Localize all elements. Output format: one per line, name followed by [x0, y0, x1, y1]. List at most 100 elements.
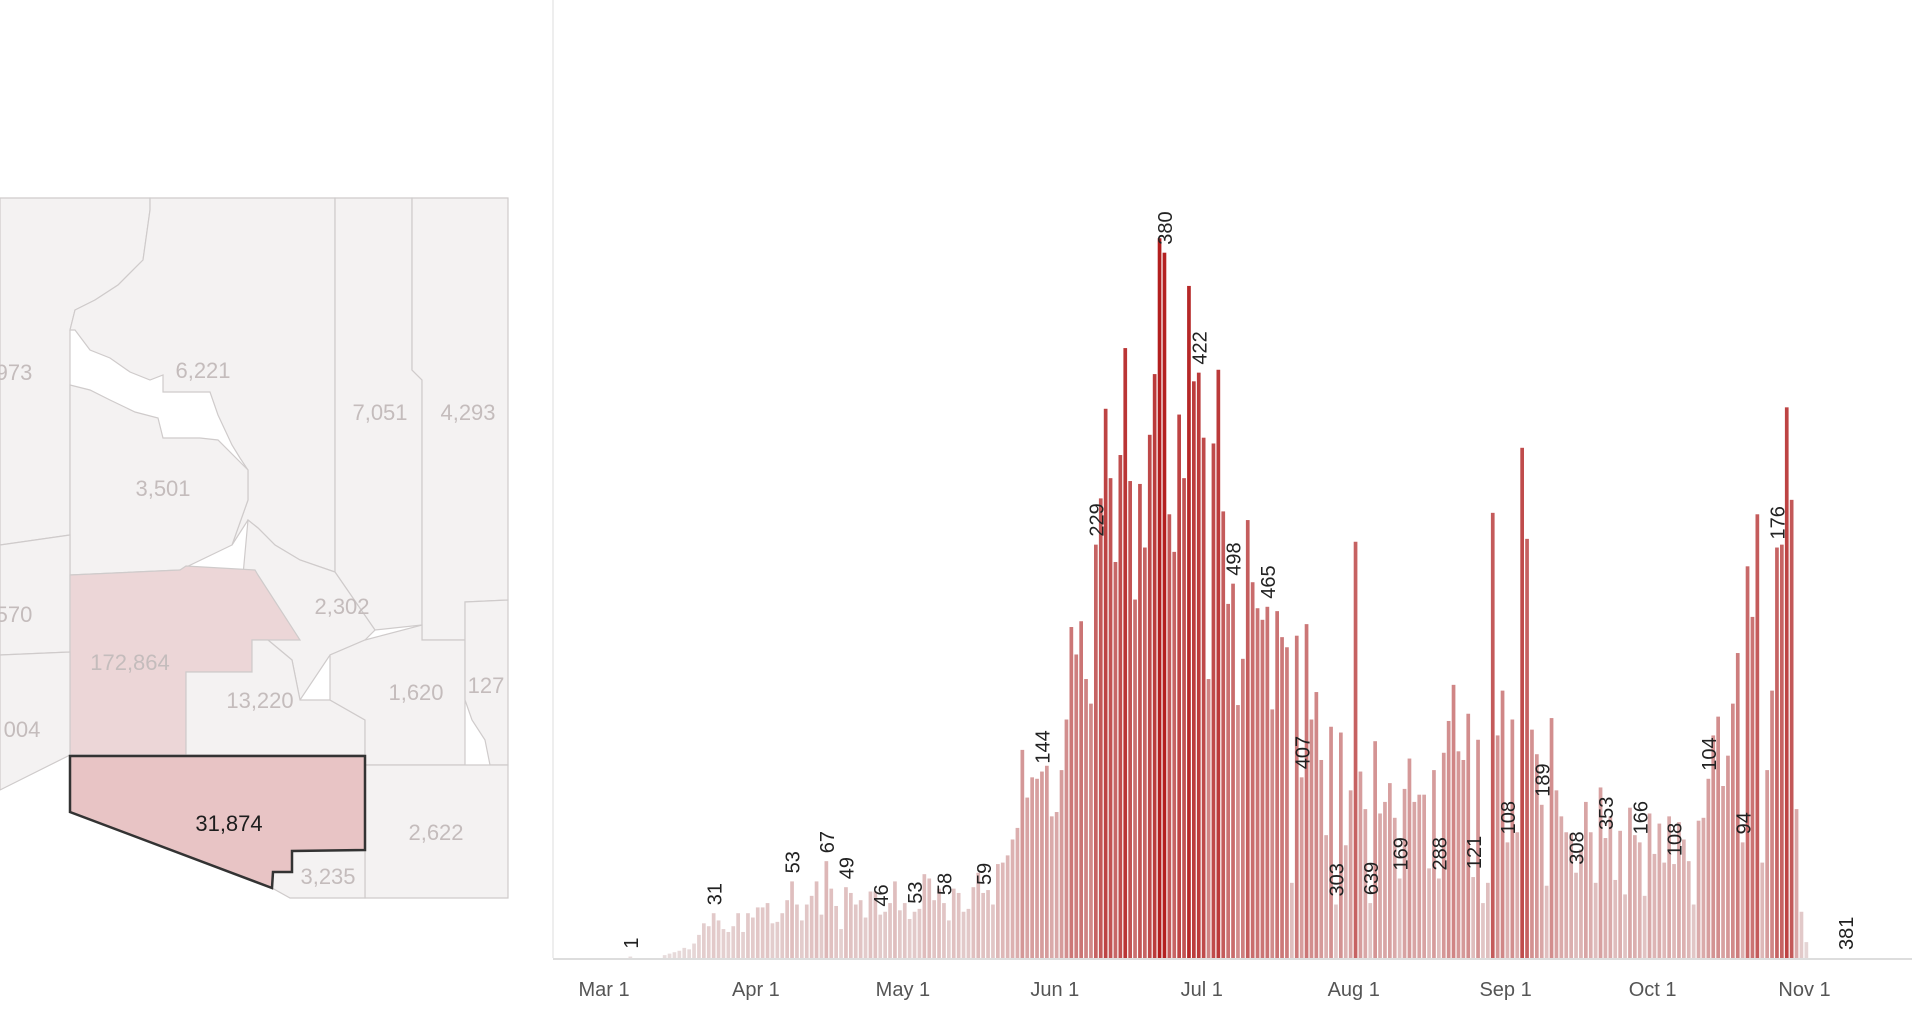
- bar[interactable]: [741, 931, 745, 958]
- bar[interactable]: [1735, 653, 1740, 958]
- bar[interactable]: [1275, 611, 1279, 959]
- bar[interactable]: [1745, 566, 1750, 958]
- bar[interactable]: [947, 920, 951, 958]
- bar[interactable]: [1667, 816, 1671, 958]
- bar[interactable]: [1466, 713, 1471, 958]
- bar[interactable]: [1059, 770, 1064, 958]
- bar[interactable]: [893, 881, 897, 958]
- bar[interactable]: [780, 913, 785, 958]
- bar[interactable]: [1515, 832, 1520, 958]
- bar[interactable]: [902, 903, 907, 958]
- bar[interactable]: [1040, 771, 1044, 958]
- bar[interactable]: [1623, 894, 1627, 958]
- bar[interactable]: [1780, 544, 1784, 958]
- bar[interactable]: [1167, 514, 1172, 958]
- bar[interactable]: [961, 911, 966, 958]
- bar[interactable]: [716, 920, 721, 958]
- bar[interactable]: [731, 926, 736, 958]
- bar[interactable]: [1172, 551, 1177, 958]
- bar[interactable]: [1138, 483, 1142, 958]
- bar[interactable]: [1652, 853, 1657, 958]
- bar[interactable]: [1206, 679, 1211, 958]
- bar[interactable]: [711, 913, 716, 958]
- bar[interactable]: [1192, 381, 1196, 958]
- bar[interactable]: [1118, 455, 1123, 958]
- county-la-paz[interactable]: [0, 534, 71, 656]
- bar[interactable]: [1476, 739, 1480, 958]
- bar[interactable]: [770, 923, 775, 958]
- bar[interactable]: [1358, 771, 1363, 958]
- bar[interactable]: [1054, 812, 1059, 958]
- bar[interactable]: [1657, 823, 1662, 958]
- bar[interactable]: [1564, 832, 1569, 958]
- bar[interactable]: [819, 914, 824, 958]
- bar[interactable]: [868, 891, 873, 958]
- bar[interactable]: [1608, 816, 1613, 958]
- bar[interactable]: [1765, 770, 1769, 958]
- bar[interactable]: [1603, 838, 1608, 958]
- bar[interactable]: [1437, 878, 1441, 958]
- bar[interactable]: [1672, 864, 1676, 958]
- bar[interactable]: [1231, 583, 1235, 958]
- bar[interactable]: [1074, 654, 1079, 958]
- bar[interactable]: [1794, 809, 1799, 958]
- bar[interactable]: [1343, 845, 1348, 958]
- bar[interactable]: [721, 929, 726, 958]
- bar[interactable]: [1245, 520, 1250, 958]
- bar[interactable]: [1446, 720, 1451, 958]
- bar[interactable]: [1128, 481, 1132, 958]
- bar[interactable]: [726, 931, 731, 958]
- bar[interactable]: [1500, 690, 1505, 958]
- bar[interactable]: [1407, 758, 1412, 958]
- bar[interactable]: [1628, 807, 1632, 958]
- bar[interactable]: [1304, 624, 1309, 958]
- bar[interactable]: [1471, 877, 1475, 958]
- bar[interactable]: [1133, 599, 1137, 958]
- bar[interactable]: [1094, 544, 1098, 958]
- bar[interactable]: [809, 895, 814, 958]
- bar[interactable]: [736, 913, 740, 958]
- bar[interactable]: [1432, 770, 1436, 958]
- bar[interactable]: [844, 887, 848, 958]
- bar[interactable]: [1368, 903, 1373, 958]
- bar[interactable]: [682, 947, 687, 958]
- bar[interactable]: [1554, 790, 1559, 958]
- bar[interactable]: [951, 888, 956, 959]
- bar[interactable]: [1598, 787, 1603, 958]
- bar[interactable]: [1152, 374, 1157, 959]
- bar[interactable]: [1324, 835, 1328, 958]
- bar[interactable]: [1637, 842, 1642, 959]
- bar[interactable]: [1579, 849, 1583, 958]
- bar[interactable]: [1089, 703, 1093, 959]
- bar[interactable]: [751, 917, 755, 958]
- bar[interactable]: [1397, 878, 1402, 958]
- bar[interactable]: [1618, 830, 1622, 958]
- bar[interactable]: [1260, 619, 1265, 958]
- bar[interactable]: [942, 903, 946, 958]
- bar[interactable]: [1412, 801, 1417, 958]
- bar[interactable]: [1731, 703, 1735, 959]
- bar[interactable]: [1696, 820, 1701, 958]
- bar[interactable]: [1162, 252, 1167, 958]
- bar[interactable]: [697, 934, 701, 959]
- bar[interactable]: [1255, 608, 1260, 958]
- bar[interactable]: [687, 949, 691, 958]
- bar[interactable]: [883, 911, 887, 958]
- bar[interactable]: [1069, 627, 1074, 958]
- bar[interactable]: [1216, 369, 1221, 958]
- bar[interactable]: [991, 904, 995, 958]
- bar[interactable]: [1789, 499, 1794, 958]
- bar[interactable]: [1221, 511, 1226, 958]
- bar[interactable]: [1348, 790, 1353, 958]
- bar[interactable]: [1280, 637, 1284, 958]
- bar[interactable]: [804, 904, 809, 958]
- bar[interactable]: [1574, 872, 1578, 958]
- bar[interactable]: [1682, 839, 1686, 958]
- bar[interactable]: [795, 904, 799, 958]
- bar[interactable]: [1770, 690, 1774, 958]
- bar[interactable]: [1309, 719, 1314, 958]
- bar[interactable]: [1633, 835, 1637, 958]
- bar[interactable]: [706, 926, 711, 958]
- bar[interactable]: [1123, 348, 1128, 959]
- bar[interactable]: [1373, 741, 1377, 958]
